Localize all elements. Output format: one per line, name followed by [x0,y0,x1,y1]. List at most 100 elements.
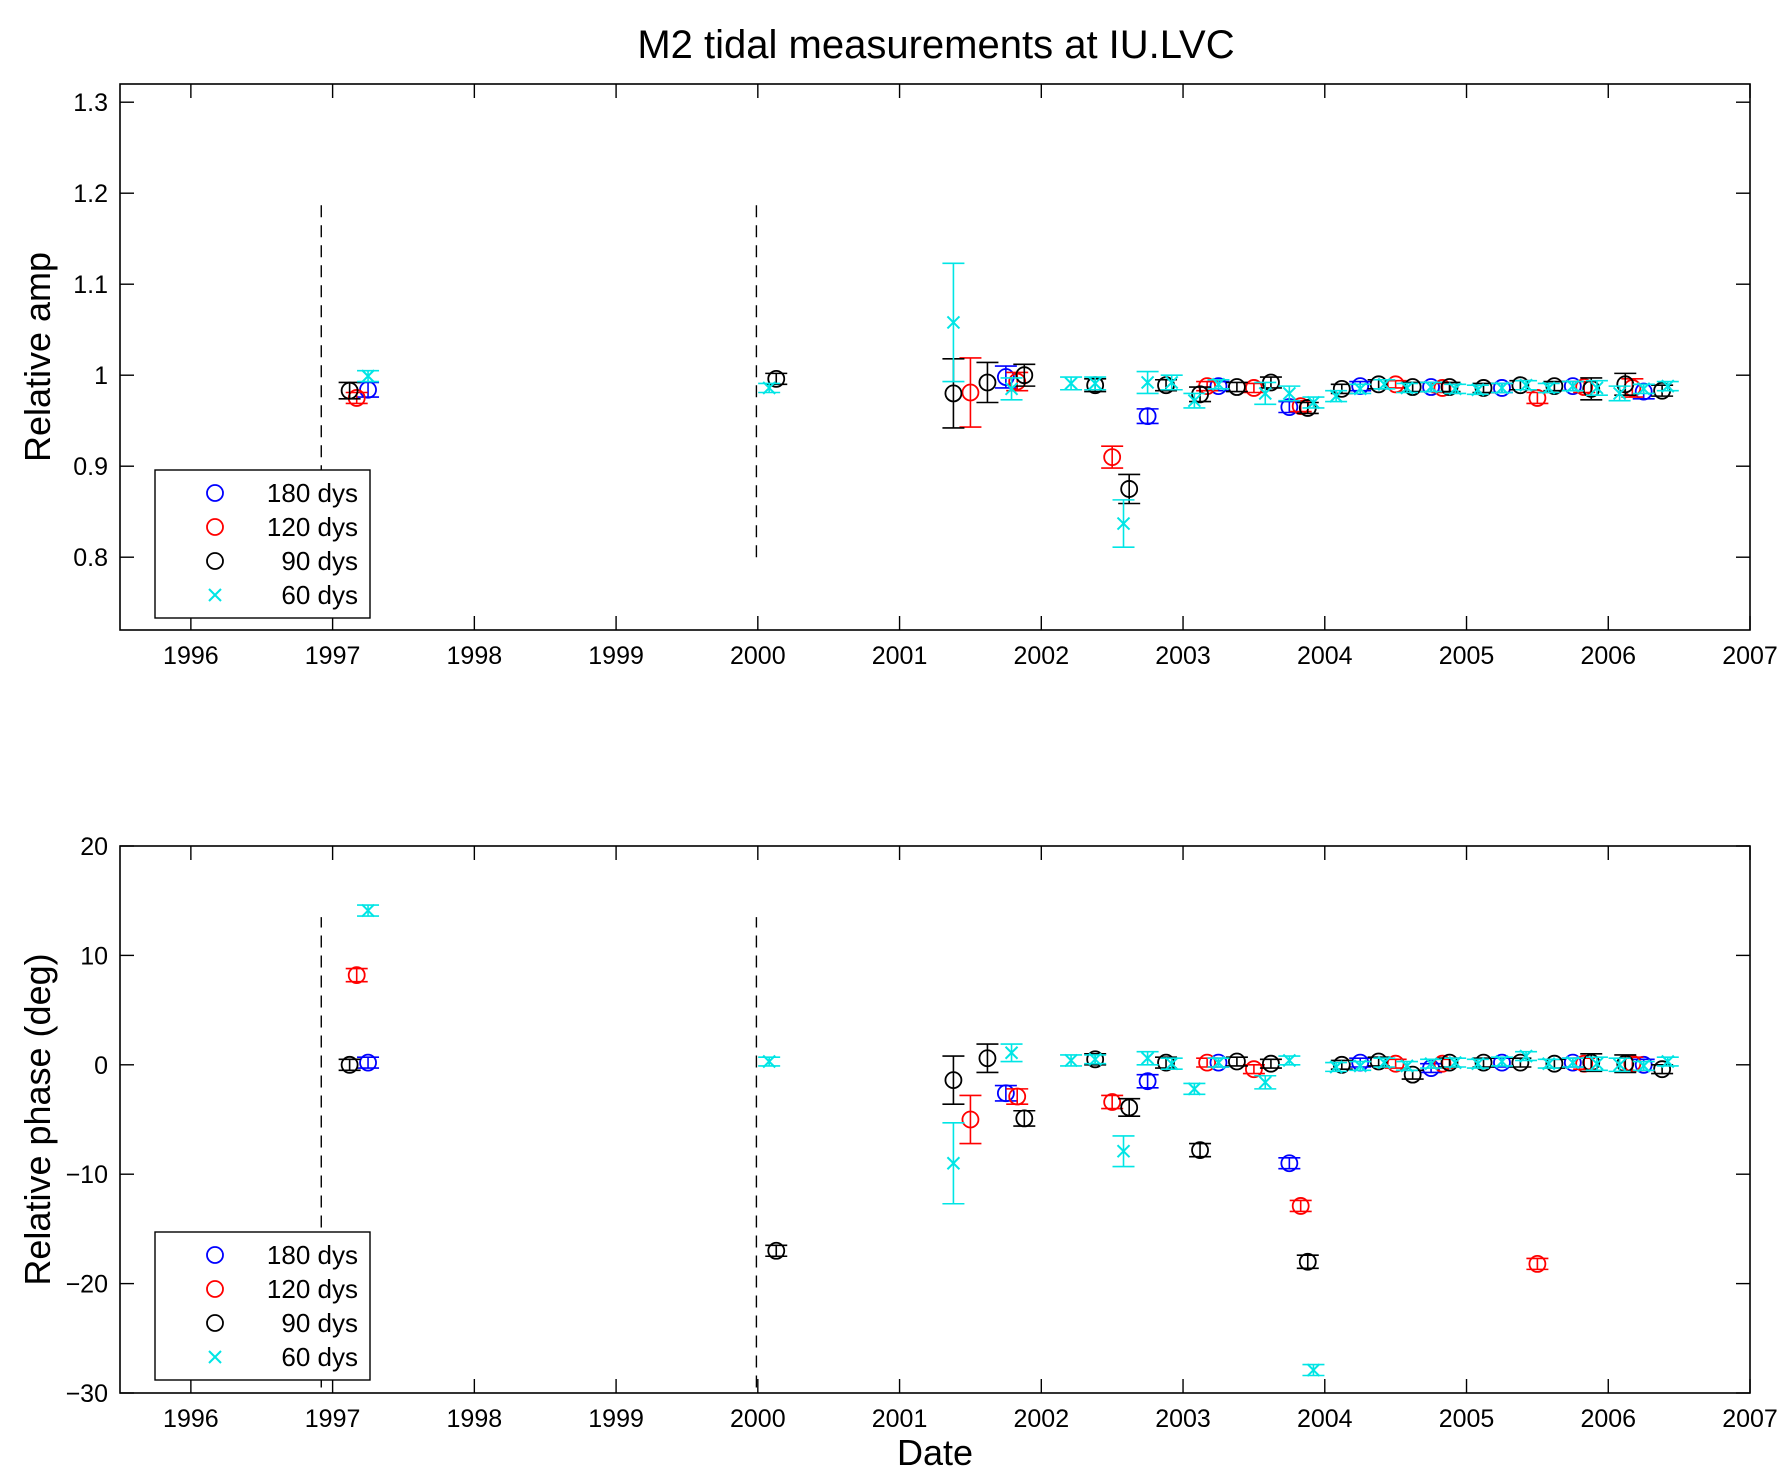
x-tick-label: 2000 [730,642,786,670]
x-tick-label: 1996 [163,1405,219,1433]
legend-label: 180 dys [267,478,358,508]
data-point-circle [767,1241,786,1260]
y-tick-label: 10 [80,942,108,970]
cross-stroke [208,588,222,602]
cross-stroke [1519,378,1533,392]
y-tick-label: 0.9 [73,453,108,481]
data-point-circle [961,383,980,402]
y-tick-label: −30 [66,1380,108,1408]
x-tick-label: 2002 [1013,1405,1069,1433]
y-axis-title: Relative phase (deg) [17,953,58,1285]
y-tick-label: −20 [66,1271,108,1299]
cross-stroke [1064,1053,1078,1068]
data-point-cross [1116,516,1131,531]
cross-stroke [1566,379,1580,393]
cross-stroke [1164,375,1179,390]
data-point-cross [1164,375,1179,390]
data-point-circle [1332,379,1351,398]
data-point-cross [1187,1082,1202,1096]
x-tick-label: 2006 [1580,1405,1636,1433]
cross-stroke [1116,1144,1131,1158]
data-point-cross [1471,1056,1485,1071]
legend-label: 180 dys [267,1240,358,1270]
cross-stroke [1612,1058,1627,1072]
cross-stroke [1306,1363,1321,1377]
legend-marker-cross [208,1350,222,1364]
series-180-dys [357,1053,1655,1173]
cross-stroke [946,1156,961,1170]
amplitude-subplot: 1996 1997 1998 1999 2000 2001 2002 2003 2004 2005… [17,83,1778,670]
data-point-circle [1228,378,1246,396]
cross-stroke [208,1350,222,1364]
data-point-cross [1140,1051,1155,1065]
data-point-circle [1209,1053,1228,1072]
cross-stroke [1064,376,1078,391]
cross-stroke [1164,1056,1179,1071]
data-point-cross [1566,1055,1580,1070]
legend-label: 90 dys [281,1308,358,1338]
legend-label: 60 dys [281,580,358,610]
data-point-cross [1424,380,1438,394]
data-point-circle [1198,1053,1217,1072]
data-point-circle [1245,1060,1263,1079]
cross-stroke [1495,381,1509,395]
data-point-circle [1280,1154,1299,1173]
data-point-cross [1353,1059,1367,1073]
data-point-cross [1612,1058,1627,1072]
y-tick-label: 0.8 [73,544,108,572]
cross-stroke [361,369,375,383]
cross-stroke [1542,1056,1556,1071]
data-point-cross [1064,1053,1078,1068]
data-point-circle [1086,1050,1105,1069]
data-point-cross [1636,1059,1651,1073]
data-point-circle [340,381,359,400]
data-point-cross [1004,1046,1019,1060]
cross-stroke [1211,377,1226,392]
data-point-circle [767,369,786,388]
data-point-circle [1209,377,1228,396]
data-point-circle [996,368,1015,386]
legend-marker-circle [206,1314,224,1332]
data-point-cross [946,1156,961,1170]
cross-stroke [1566,1055,1580,1070]
data-point-cross [1164,1056,1179,1071]
x-tick-label: 1999 [588,642,644,670]
data-point-circle [1103,1093,1122,1111]
x-tick-label: 2007 [1722,642,1778,670]
data-point-circle [1191,385,1209,404]
data-point-cross [1258,1075,1272,1090]
data-point-cross [361,369,375,383]
cross-stroke [1258,386,1272,401]
data-point-circle [961,1110,980,1129]
legend-label: 120 dys [267,512,358,542]
data-point-cross [1282,386,1297,401]
cross-stroke [946,315,961,330]
cross-stroke [1636,382,1651,396]
data-point-circle [978,373,997,392]
data-point-circle [1008,1087,1027,1106]
cross-stroke [1329,389,1343,403]
x-tick-label: 2005 [1439,1405,1495,1433]
data-point-circle [1403,1065,1422,1084]
data-point-circle [1262,1054,1280,1073]
data-point-circle [1528,1255,1547,1273]
axes-box [119,83,1751,631]
axes-box [119,845,1751,1394]
series-60-dys [357,262,1679,548]
cross-stroke [1471,1056,1485,1071]
y-tick-label: −10 [66,1161,108,1189]
cross-stroke [1519,1049,1533,1063]
legend-label: 90 dys [281,546,358,576]
data-point-cross [762,381,776,395]
x-tick-label: 2004 [1297,642,1353,670]
cross-stroke [1353,382,1367,396]
x-tick-label: 2001 [872,642,928,670]
data-point-cross [1590,381,1604,395]
data-point-cross [1636,382,1651,396]
data-point-cross [1661,379,1675,393]
data-point-cross [361,903,375,918]
legend-label: 60 dys [281,1342,358,1372]
cross-stroke [762,381,776,395]
y-tick-label: 1 [94,362,108,390]
